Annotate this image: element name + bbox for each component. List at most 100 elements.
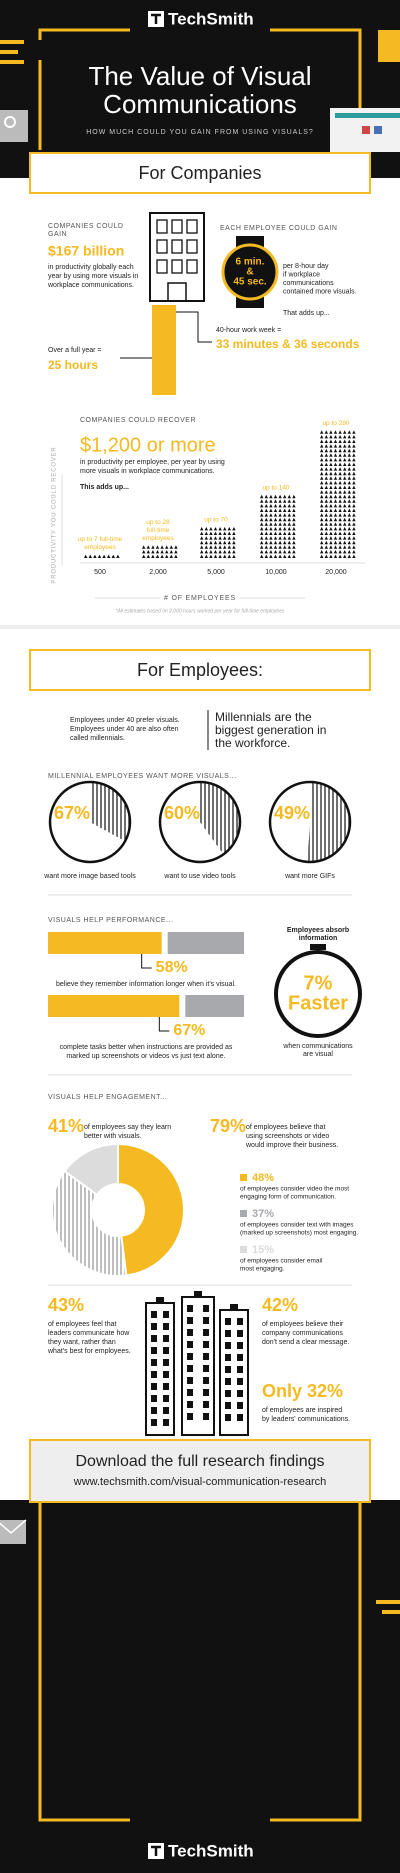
person-icon — [227, 531, 231, 535]
person-icon — [264, 527, 268, 531]
person-icon — [278, 550, 282, 554]
person-icon — [343, 499, 347, 503]
people-column — [200, 527, 236, 558]
person-icon — [292, 517, 296, 522]
divider — [0, 625, 400, 629]
person-icon — [213, 531, 218, 535]
text: full-time — [147, 527, 170, 534]
person-icon — [213, 540, 218, 545]
person-icon — [174, 554, 178, 558]
text: the workforce. — [215, 736, 290, 750]
person-icon — [343, 536, 347, 540]
person-icon — [165, 545, 169, 549]
person-icon — [283, 536, 287, 540]
person-icon — [338, 490, 342, 494]
person-icon — [107, 554, 111, 558]
person-icon — [260, 545, 264, 549]
person-icon — [347, 540, 351, 545]
pie-slice — [159, 782, 224, 863]
window — [203, 1401, 209, 1408]
text: 15% — [252, 1244, 274, 1256]
person-icon — [218, 527, 222, 531]
person-icon — [287, 554, 291, 558]
donut-segment — [51, 1169, 128, 1277]
window — [237, 1354, 243, 1361]
person-icon — [218, 540, 222, 545]
bar-rest — [167, 932, 244, 954]
person-icon — [320, 531, 324, 535]
person-icon — [333, 462, 338, 466]
person-icon — [227, 540, 231, 545]
text: complete tasks better when instructions … — [60, 1044, 233, 1051]
person-icon — [169, 554, 173, 558]
person-icon — [204, 545, 208, 549]
person-icon — [338, 476, 342, 480]
person-icon — [347, 462, 351, 466]
person-icon — [273, 517, 278, 522]
person-icon — [142, 545, 146, 549]
person-icon — [343, 471, 347, 476]
text: better with visuals. — [84, 1133, 142, 1140]
building — [149, 212, 205, 302]
person-icon — [292, 536, 296, 540]
person-icon — [352, 517, 356, 522]
person-icon — [343, 494, 347, 499]
text: company communications — [262, 1330, 343, 1337]
person-icon — [333, 499, 338, 503]
person-icon — [273, 536, 278, 540]
person-icon — [343, 444, 347, 448]
text: 7% — [304, 972, 333, 994]
window — [187, 1401, 193, 1408]
person-icon — [142, 554, 146, 558]
window — [187, 1329, 193, 1336]
person-icon — [329, 490, 333, 494]
window — [163, 1407, 169, 1414]
person-icon — [343, 485, 347, 489]
person-icon — [347, 430, 351, 434]
user-icon — [4, 116, 16, 128]
window — [151, 1359, 157, 1366]
person-icon — [352, 485, 356, 489]
text: 58% — [156, 959, 188, 976]
person-icon — [343, 458, 347, 462]
person-icon — [278, 531, 282, 535]
person-icon — [204, 531, 208, 535]
person-icon — [320, 540, 324, 545]
person-icon — [343, 439, 347, 443]
person-icon — [200, 550, 204, 554]
person-icon — [329, 462, 333, 466]
person-icon — [338, 508, 342, 512]
download-url[interactable]: www.techsmith.com/visual-communication-r… — [73, 1476, 326, 1488]
roof — [156, 1297, 164, 1303]
person-icon — [338, 448, 342, 453]
window — [163, 1311, 169, 1318]
window — [163, 1383, 169, 1390]
text: 67% — [54, 803, 90, 823]
person-icon — [333, 494, 338, 499]
window — [151, 1395, 157, 1402]
person-icon — [264, 545, 268, 549]
person-icon — [324, 545, 328, 549]
window — [151, 1419, 157, 1426]
window — [163, 1395, 169, 1402]
person-icon — [320, 499, 324, 503]
person-icon — [260, 531, 264, 535]
person-icon — [278, 522, 282, 526]
person-icon — [287, 545, 291, 549]
door — [167, 282, 187, 302]
person-icon — [200, 540, 204, 545]
person-icon — [174, 550, 178, 554]
person-icon — [347, 490, 351, 494]
building-windows — [156, 219, 198, 274]
person-icon — [320, 554, 324, 558]
window — [203, 1317, 209, 1324]
person-icon — [333, 439, 338, 443]
window — [151, 1407, 157, 1414]
person-icon — [292, 527, 296, 531]
download-heading: Download the full research findings — [75, 1453, 324, 1470]
person-icon — [333, 453, 338, 457]
window — [237, 1414, 243, 1421]
section-heading: For Employees: — [137, 660, 263, 680]
person-icon — [329, 476, 333, 480]
person-icon — [278, 536, 282, 540]
